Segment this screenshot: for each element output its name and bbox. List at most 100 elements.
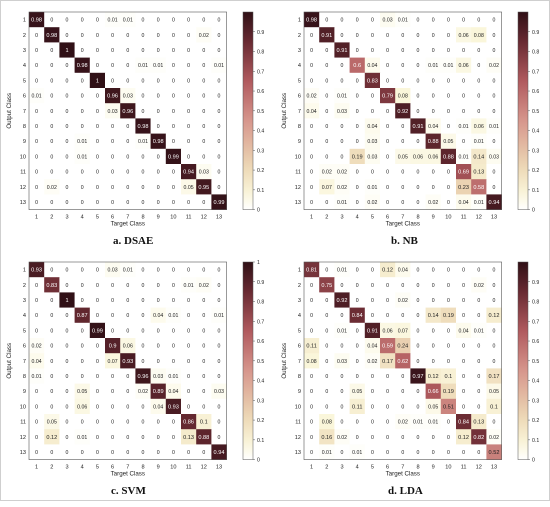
cell-value-label: 0.08 (307, 359, 317, 365)
heatmap-cell (364, 322, 381, 339)
cell-value-label: 0 (187, 63, 190, 69)
cell-value-label: 0 (66, 313, 69, 319)
cell-value-label: 0.01 (474, 328, 484, 334)
colorbar-tick-label: 0 (532, 208, 535, 214)
x-tick-label: 12 (476, 215, 482, 221)
heatmap-cell (319, 148, 335, 165)
y-tick-label: 2 (298, 283, 301, 289)
cell-value-label: 0 (81, 185, 84, 191)
heatmap-cell (364, 27, 381, 43)
heatmap-cell (74, 179, 91, 195)
cell-value-label: 0 (142, 154, 145, 160)
cell-value-label: 0 (142, 298, 145, 304)
cell-value-label: 0.1 (445, 374, 453, 380)
x-tick-label: 10 (170, 215, 176, 221)
heatmap-cell (135, 164, 151, 180)
heatmap-cell (319, 194, 335, 210)
x-tick-label: 10 (445, 215, 451, 221)
cell-value-label: 0.01 (443, 63, 453, 69)
heatmap-cell (105, 414, 121, 430)
heatmap-cell (196, 353, 212, 369)
cell-value-label: 0 (66, 359, 69, 365)
y-tick-label: 9 (23, 389, 26, 395)
heatmap-cell (120, 88, 136, 104)
heatmap-cell (120, 27, 136, 43)
heatmap-cell (105, 72, 121, 89)
heatmap-cell (196, 429, 212, 445)
heatmap-cell (44, 307, 60, 324)
cell-value-label: 0 (325, 94, 328, 100)
cell-value-label: 0 (96, 268, 99, 274)
heatmap-cell (349, 338, 366, 354)
cell-value-label: 0 (81, 420, 84, 426)
cell-value-label: 0.05 (184, 185, 194, 191)
cell-value-label: 0 (432, 48, 435, 54)
heatmap-cell (395, 12, 411, 28)
cell-value-label: 0 (371, 283, 374, 289)
heatmap-cell (59, 194, 75, 210)
heatmap-cell (456, 179, 472, 195)
heatmap-cell (304, 353, 320, 369)
heatmap-cell (364, 164, 381, 180)
cell-value-label: 0 (66, 124, 69, 130)
heatmap-cell (135, 338, 151, 354)
heatmap-cell (364, 12, 381, 28)
cell-value-label: 0.92 (397, 109, 408, 115)
cell-value-label: 0 (462, 268, 465, 274)
cell-value-label: 0.02 (199, 33, 209, 39)
heatmap-cell (89, 368, 106, 384)
heatmap-cell (440, 444, 457, 460)
cell-value-label: 0.06 (428, 154, 438, 160)
y-tick-label: 6 (23, 94, 26, 100)
x-tick-label: 6 (386, 465, 389, 471)
heatmap-cell (44, 194, 60, 210)
cell-value-label: 0 (142, 328, 145, 334)
cell-value-label: 0 (325, 63, 328, 69)
heatmap-cell (364, 72, 381, 89)
cell-value-label: 0 (172, 139, 175, 145)
x-tick-label: 6 (111, 215, 114, 221)
cell-value-label: 0 (66, 78, 69, 84)
heatmap-cell (440, 103, 457, 119)
cell-value-label: 0 (202, 63, 205, 69)
cell-value-label: 0 (371, 298, 374, 304)
cell-value-label: 0 (172, 124, 175, 130)
heatmap-cell (440, 88, 457, 104)
cell-value-label: 0.94 (214, 450, 225, 456)
heatmap-cell (440, 307, 457, 324)
cell-value-label: 0 (35, 109, 38, 115)
cell-value-label: 0.01 (123, 268, 133, 274)
heatmap-cell (29, 338, 45, 354)
x-tick-label: 11 (461, 465, 467, 471)
heatmap-cell (364, 292, 381, 308)
heatmap-cell (440, 164, 457, 180)
heatmap-cell (304, 57, 320, 74)
cell-value-label: 0 (35, 313, 38, 319)
cell-value-label: 0 (386, 139, 389, 145)
x-tick-label: 12 (476, 465, 482, 471)
heatmap-cell (410, 164, 426, 180)
heatmap-cell (380, 429, 396, 445)
cell-value-label: 0 (96, 389, 99, 395)
cell-value-label: 1 (65, 298, 68, 304)
cell-value-label: 0 (325, 139, 328, 145)
cell-value-label: 0.01 (32, 94, 42, 100)
heatmap-cell (29, 368, 45, 384)
cell-value-label: 0 (310, 420, 313, 426)
heatmap-cell (89, 148, 106, 165)
heatmap-cell (44, 57, 60, 74)
cell-value-label: 0 (401, 450, 404, 456)
heatmap-cell (59, 148, 75, 165)
heatmap-cell (29, 72, 45, 89)
cell-value-label: 0 (341, 18, 344, 24)
cell-value-label: 0 (202, 359, 205, 365)
heatmap-cell (150, 148, 167, 165)
cell-value-label: 0 (356, 374, 359, 380)
colorbar (242, 11, 254, 210)
cell-value-label: 0.69 (458, 170, 469, 176)
cell-value-label: 0.12 (46, 435, 57, 441)
cell-value-label: 0.96 (107, 94, 118, 100)
heatmap-cell (486, 277, 502, 293)
cell-value-label: 0 (142, 33, 145, 39)
heatmap-cell (334, 444, 350, 460)
